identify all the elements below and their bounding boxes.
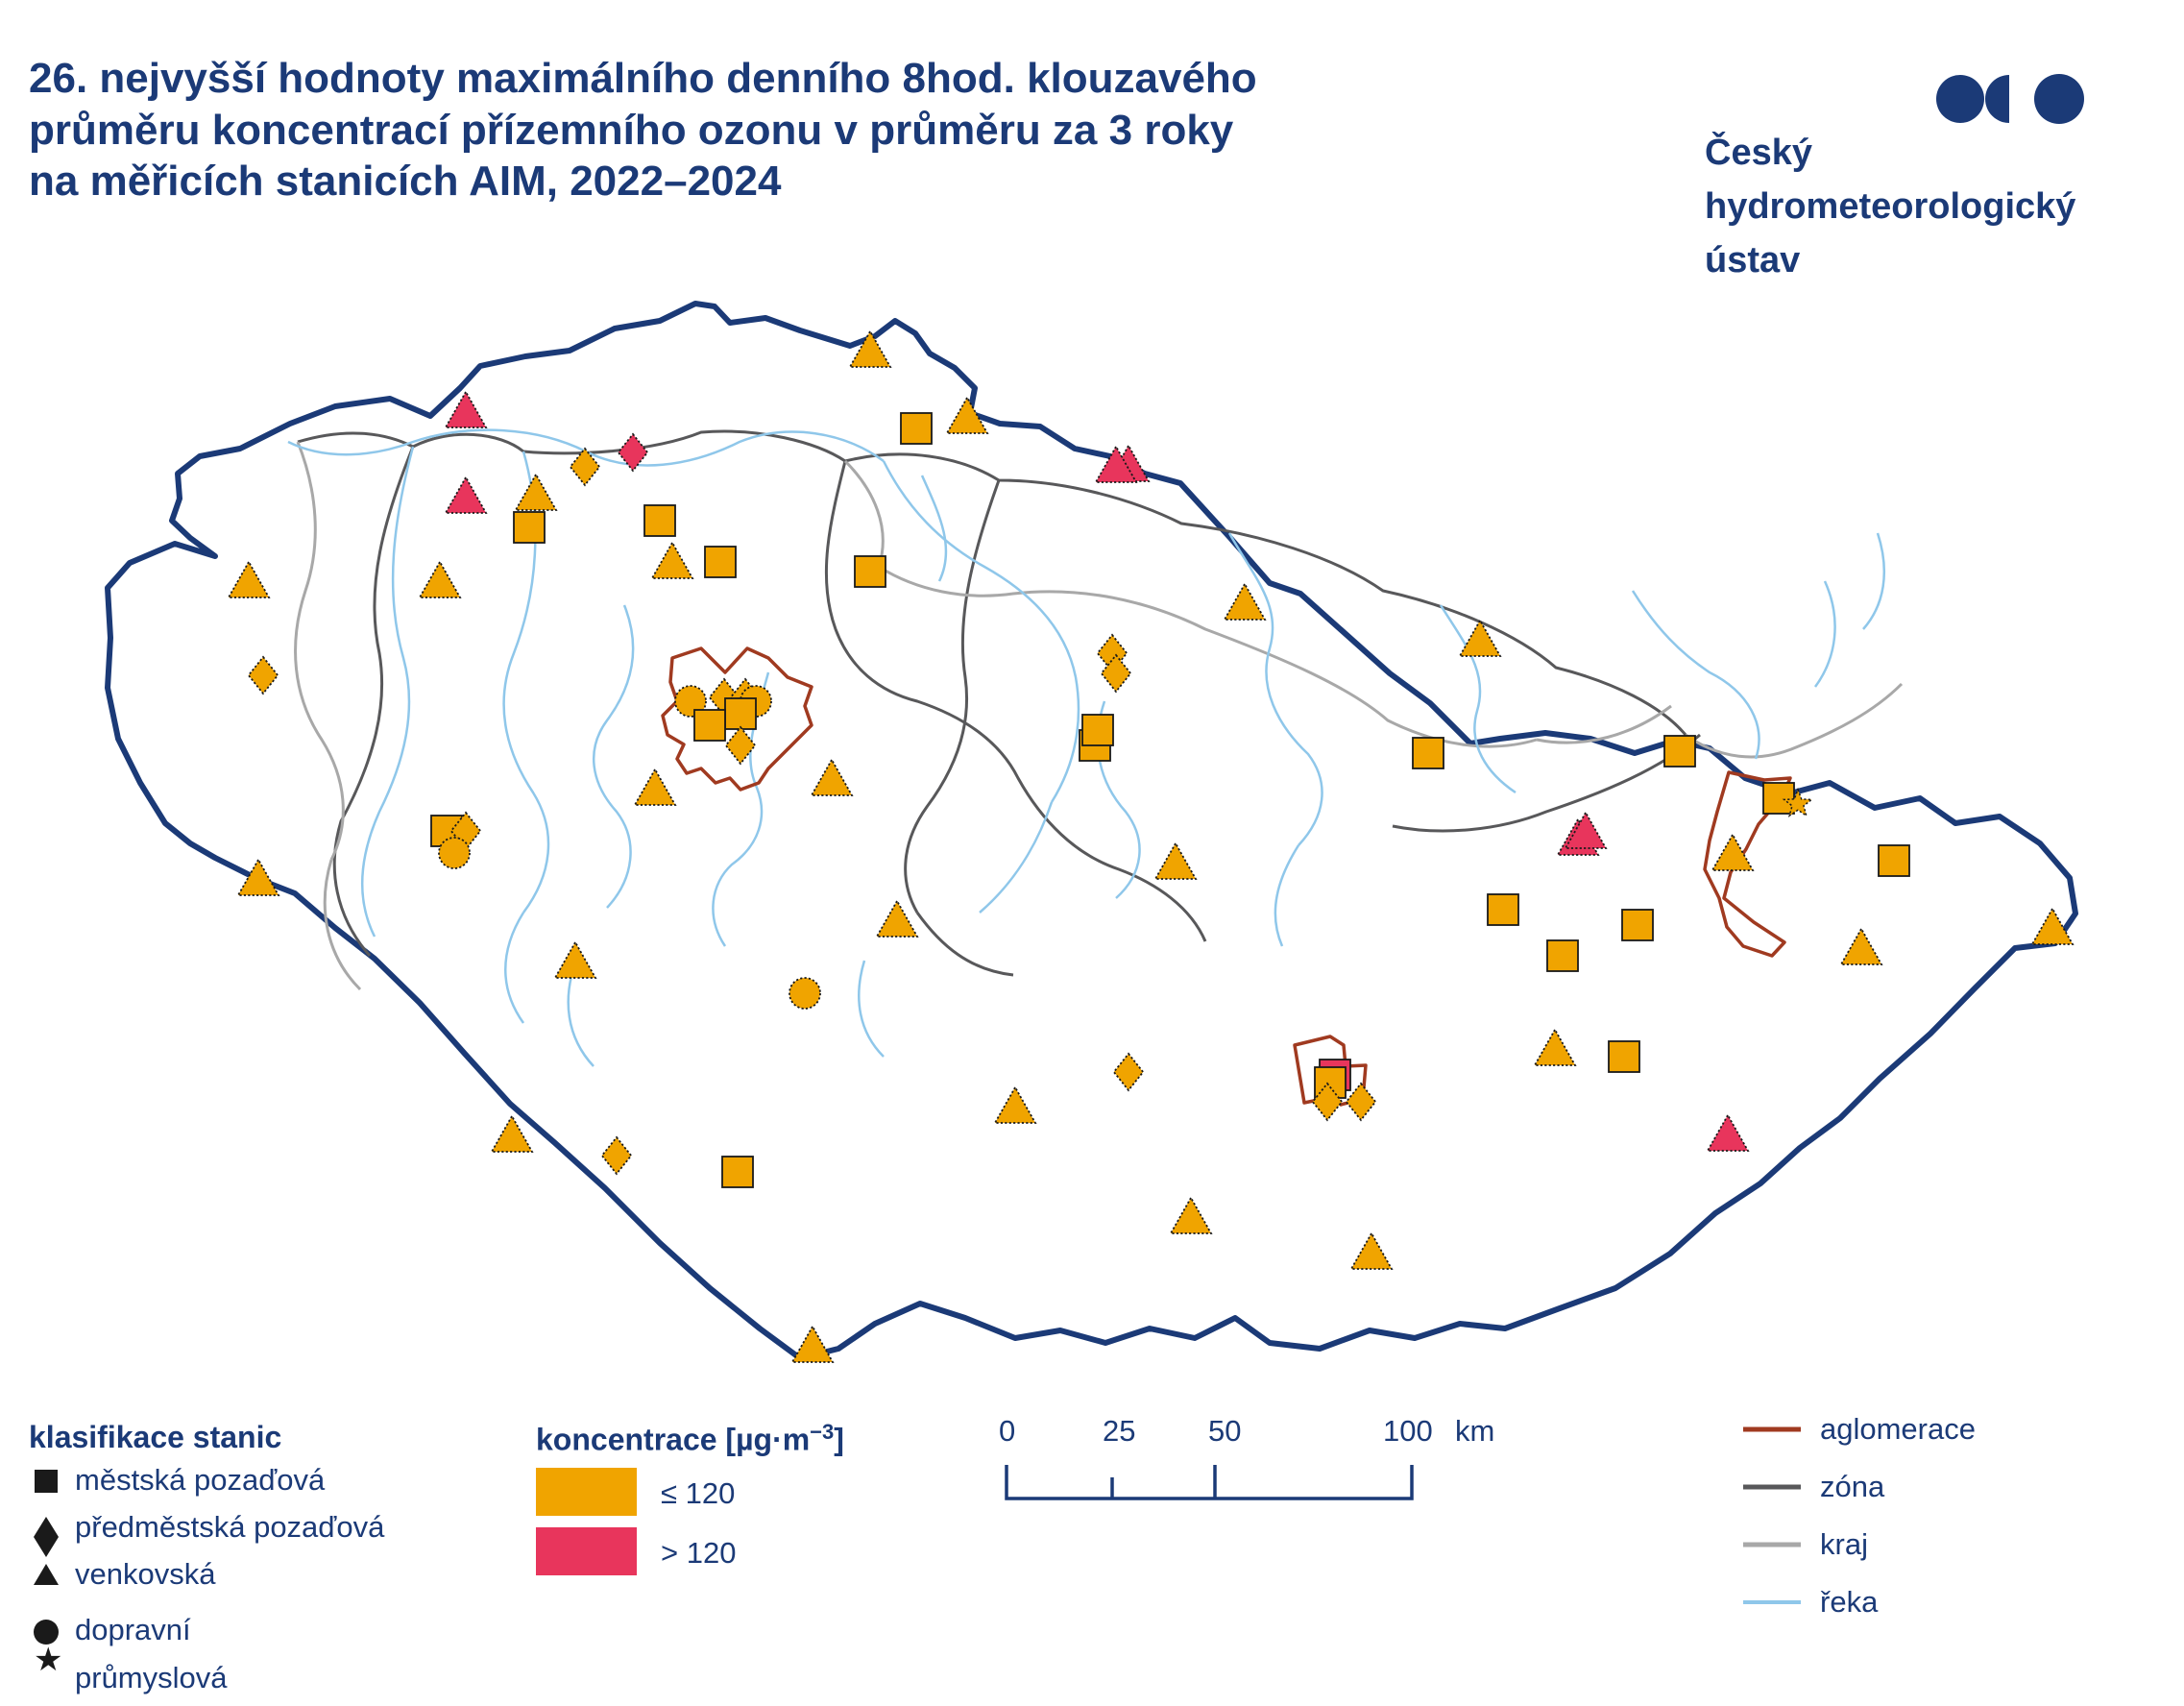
svg-text:předměstská pozaďová: předměstská pozaďová: [75, 1510, 385, 1544]
svg-text:0: 0: [999, 1414, 1015, 1448]
svg-text:100: 100: [1383, 1414, 1433, 1448]
svg-text:dopravní: dopravní: [75, 1613, 191, 1646]
svg-text:venkovská: venkovská: [75, 1557, 216, 1591]
svg-text:km: km: [1455, 1414, 1494, 1448]
svg-text:50: 50: [1208, 1414, 1241, 1448]
svg-text:městská pozaďová: městská pozaďová: [75, 1468, 326, 1497]
svg-text:★: ★: [34, 1642, 62, 1678]
svg-text:aglomerace: aglomerace: [1820, 1412, 1976, 1446]
svg-text:> 120: > 120: [661, 1536, 736, 1570]
svg-text:průmyslová: průmyslová: [75, 1661, 228, 1694]
svg-text:zóna: zóna: [1820, 1470, 1885, 1503]
svg-text:řeka: řeka: [1820, 1585, 1879, 1619]
svg-text:kraj: kraj: [1820, 1527, 1868, 1561]
svg-text:25: 25: [1103, 1414, 1135, 1448]
svg-text:≤ 120: ≤ 120: [661, 1476, 735, 1510]
